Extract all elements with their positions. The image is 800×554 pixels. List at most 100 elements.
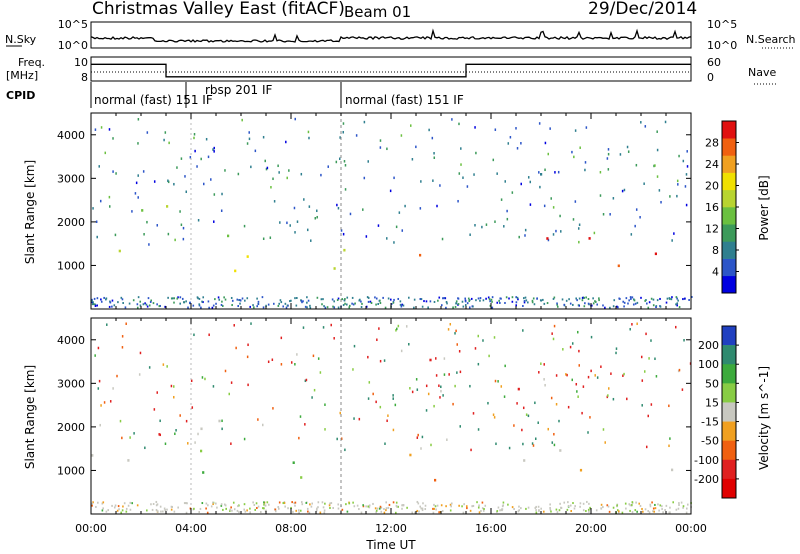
colorbar-swatch bbox=[722, 172, 736, 191]
scatter-cell bbox=[622, 374, 624, 377]
noise-cell bbox=[587, 508, 590, 511]
scatter-cell bbox=[164, 442, 167, 446]
noise-cell bbox=[345, 503, 347, 506]
scatter-cell bbox=[425, 409, 428, 412]
scatter-cell bbox=[449, 322, 452, 326]
noise-cell bbox=[238, 299, 241, 302]
noise-cell bbox=[290, 506, 292, 509]
scatter-cell bbox=[458, 350, 461, 353]
noise-cell bbox=[438, 296, 441, 299]
scatter-cell bbox=[538, 371, 540, 374]
noise-cell bbox=[531, 301, 534, 304]
scatter-cell bbox=[522, 329, 524, 332]
noise-cell bbox=[437, 299, 439, 302]
noise-cell bbox=[532, 297, 535, 300]
scatter-cell bbox=[97, 387, 100, 390]
noise-cell bbox=[249, 511, 251, 514]
scatter-cell bbox=[170, 384, 173, 388]
noise-cell bbox=[501, 509, 503, 512]
scatter-cell bbox=[644, 125, 647, 128]
noise-cell bbox=[421, 305, 424, 308]
cpid-segment-1: normal (fast) 151 IF bbox=[94, 93, 213, 107]
x-tick-label: 08:00 bbox=[275, 522, 307, 535]
scatter-cell bbox=[673, 232, 675, 235]
noise-cell bbox=[640, 296, 642, 299]
scatter-cell bbox=[304, 423, 306, 426]
scatter-cell bbox=[416, 436, 419, 439]
noise-cell bbox=[322, 506, 325, 509]
noise-cell bbox=[166, 508, 168, 511]
scatter-cell bbox=[296, 220, 299, 223]
noise-cell bbox=[584, 302, 586, 305]
scatter-cell bbox=[668, 444, 670, 448]
noise-cell bbox=[360, 300, 362, 303]
scatter-cell bbox=[452, 402, 454, 406]
noise-cell bbox=[549, 503, 551, 506]
scatter-cell bbox=[298, 436, 300, 440]
noise-cell bbox=[148, 304, 151, 307]
scatter-cell bbox=[193, 136, 195, 140]
noise-cell bbox=[633, 299, 636, 302]
noise-cell bbox=[518, 509, 520, 512]
scatter-cell bbox=[108, 128, 111, 131]
noise-cell bbox=[317, 506, 319, 509]
scatter-cell bbox=[312, 354, 315, 358]
scatter-cell bbox=[454, 332, 456, 335]
noise-cell bbox=[549, 508, 552, 511]
noise-cell bbox=[567, 504, 570, 507]
noise-cell bbox=[478, 504, 480, 507]
colorbar-tick-label: -100 bbox=[694, 454, 719, 467]
scatter-cell bbox=[494, 128, 497, 131]
noise-cell bbox=[367, 505, 370, 508]
noise-cell bbox=[375, 297, 378, 300]
noise-cell bbox=[91, 502, 93, 505]
scatter-cell bbox=[411, 158, 414, 161]
noise-cell bbox=[243, 508, 246, 511]
scatter-cell bbox=[532, 444, 535, 447]
noise-cell bbox=[376, 507, 379, 510]
scatter-cell bbox=[469, 233, 471, 236]
noise-cell bbox=[566, 508, 569, 511]
scatter-cell bbox=[220, 209, 223, 212]
noise-cell bbox=[173, 297, 176, 300]
echo-cell bbox=[523, 459, 526, 462]
noise-cell bbox=[306, 301, 308, 304]
scatter-cell bbox=[470, 448, 472, 452]
scatter-cell bbox=[121, 335, 124, 338]
noise-cell bbox=[117, 505, 120, 508]
noise-cell bbox=[389, 298, 392, 301]
scatter-cell bbox=[553, 432, 555, 436]
scatter-cell bbox=[129, 436, 131, 439]
noise-cell bbox=[346, 510, 349, 513]
scatter-cell bbox=[544, 168, 546, 172]
scatter-cell bbox=[524, 228, 527, 232]
scatter-cell bbox=[439, 396, 441, 399]
noise-cell bbox=[572, 502, 574, 505]
noise-cell bbox=[176, 297, 179, 300]
scatter-cell bbox=[241, 118, 243, 122]
scatter-cell bbox=[495, 442, 497, 446]
noise-cell bbox=[397, 297, 400, 300]
noise-cell bbox=[468, 299, 471, 302]
scatter-cell bbox=[569, 345, 572, 349]
noise-cell bbox=[440, 304, 443, 307]
noise-cell bbox=[237, 505, 239, 508]
noise-cell bbox=[419, 505, 422, 508]
noise-cell bbox=[636, 301, 639, 304]
scatter-cell bbox=[246, 355, 249, 359]
noise-cell bbox=[531, 299, 534, 302]
noise-cell bbox=[331, 298, 334, 301]
noise-cell bbox=[278, 501, 281, 504]
colorbar-swatch bbox=[722, 345, 736, 365]
noise-cell bbox=[212, 501, 214, 504]
scatter-cell bbox=[684, 185, 687, 188]
colorbar-tick-label: 16 bbox=[705, 201, 719, 214]
scatter-cell bbox=[612, 197, 615, 200]
noise-cell bbox=[375, 511, 377, 514]
noise-cell bbox=[238, 511, 240, 514]
scatter-cell bbox=[106, 323, 108, 326]
noise-cell bbox=[586, 500, 588, 503]
noise-cell bbox=[92, 501, 94, 504]
noise-cell bbox=[654, 507, 657, 510]
noise-cell bbox=[236, 509, 239, 512]
